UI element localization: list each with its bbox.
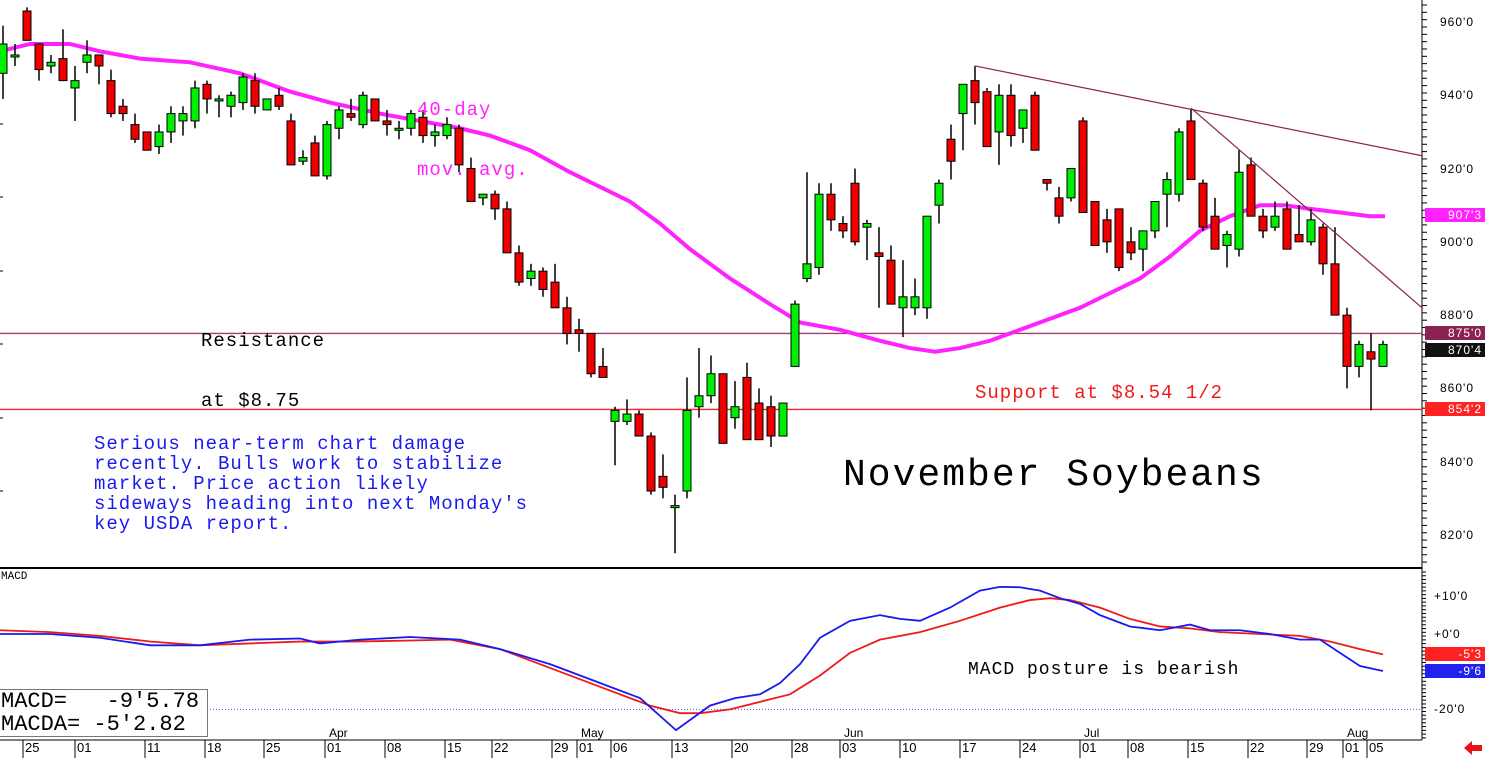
macda-readout-value: -5'2.82 [93,712,186,737]
date-tick-label: 11 [147,740,161,755]
date-tick-label: 15 [1190,740,1205,755]
month-label: Apr [329,726,348,740]
price-tag: 870'4 [1425,342,1485,357]
price-tick-label: 860'0 [1440,381,1474,396]
date-tick-label: 18 [207,740,222,755]
date-tick-label: 28 [794,740,809,755]
date-tick-label: 03 [842,740,857,755]
price-tick-label: 920'0 [1440,161,1474,176]
macd-title: MACD [1,571,28,583]
date-tick-label: 22 [494,740,509,755]
price-tick-label: 900'0 [1440,234,1474,249]
month-label: May [581,726,604,740]
date-tick-label: 25 [266,740,281,755]
price-tag: 907'3 [1425,207,1485,222]
date-tick-label: 08 [387,740,402,755]
date-tick-label: 22 [1250,740,1265,755]
price-tag: 854'2 [1425,402,1485,417]
macd-tick-label: +10'0 [1434,589,1469,604]
macd-readout-value: -9'5.78 [106,689,200,714]
macd-tag: -9'6 [1425,663,1485,678]
date-tick-label: 25 [25,740,40,755]
month-label: Jul [1084,726,1100,740]
resistance-label: Resistance at $8.75 [201,291,325,431]
trendlines [974,65,1423,309]
macd-tick-label: -20'0 [1434,702,1466,717]
macd-tick-label: +0'0 [1434,627,1461,641]
ma-label: 40-day mov. avg. [417,60,529,200]
date-tick-label: 01 [1345,740,1360,755]
ma-label-line1: 40-day [417,99,492,121]
candlestick-series [0,7,1388,554]
macd-readout: MACD= -9'5.78 [0,690,207,713]
date-tick-label: 24 [1022,740,1037,755]
resistance-label-line2: at $8.75 [201,390,301,412]
macda-readout-label: MACDA= [1,712,81,737]
date-tick-label: 08 [1130,740,1145,755]
date-tick-label: 01 [77,740,92,755]
price-tick-label: 840'0 [1440,454,1474,469]
date-tick-label: 17 [962,740,977,755]
date-tick-label: 01 [579,740,594,755]
date-tick-label: 05 [1369,740,1384,755]
resistance-label-line1: Resistance [201,330,326,352]
date-tick-label: 10 [902,740,917,755]
date-tick-label: 29 [1309,740,1324,755]
date-tick-label: 15 [447,740,462,755]
price-tick-label: 940'0 [1440,88,1474,103]
moving-average-line [0,41,1385,354]
macd-posture-label: MACD posture is bearish [968,660,1240,680]
date-tick-label: 01 [327,740,342,755]
ma-label-line2: mov. avg. [417,159,529,181]
date-tick-label: 06 [613,740,628,755]
macd-readout-box: MACD= -9'5.78 MACDA= -5'2.82 [0,689,208,737]
price-tick-label: 960'0 [1440,15,1474,29]
price-tick-label: 880'0 [1440,308,1474,323]
macd-readout-label: MACD= [1,689,68,714]
price-tick-label: 820'0 [1440,527,1474,542]
date-tick-label: 29 [554,740,569,755]
chart-title: November Soybeans [843,454,1265,497]
month-label: Aug [1347,726,1369,740]
date-tick-label: 20 [734,740,749,755]
macd-panel [0,585,1422,732]
support-resistance-lines [0,332,1422,411]
macda-readout: MACDA= -5'2.82 [0,713,207,736]
scroll-left-arrow-icon[interactable] [1464,740,1482,761]
commentary-text: Serious near-term chart damage recently.… [94,433,529,535]
date-tick-label: 13 [674,740,689,755]
axes-layer [0,0,1427,758]
price-tag: 875'0 [1425,326,1485,341]
date-tick-label: 01 [1082,740,1097,755]
macd-tag: -5'3 [1425,647,1485,662]
month-label: Jun [844,726,864,740]
support-label: Support at $8.54 1/2 [975,382,1224,404]
